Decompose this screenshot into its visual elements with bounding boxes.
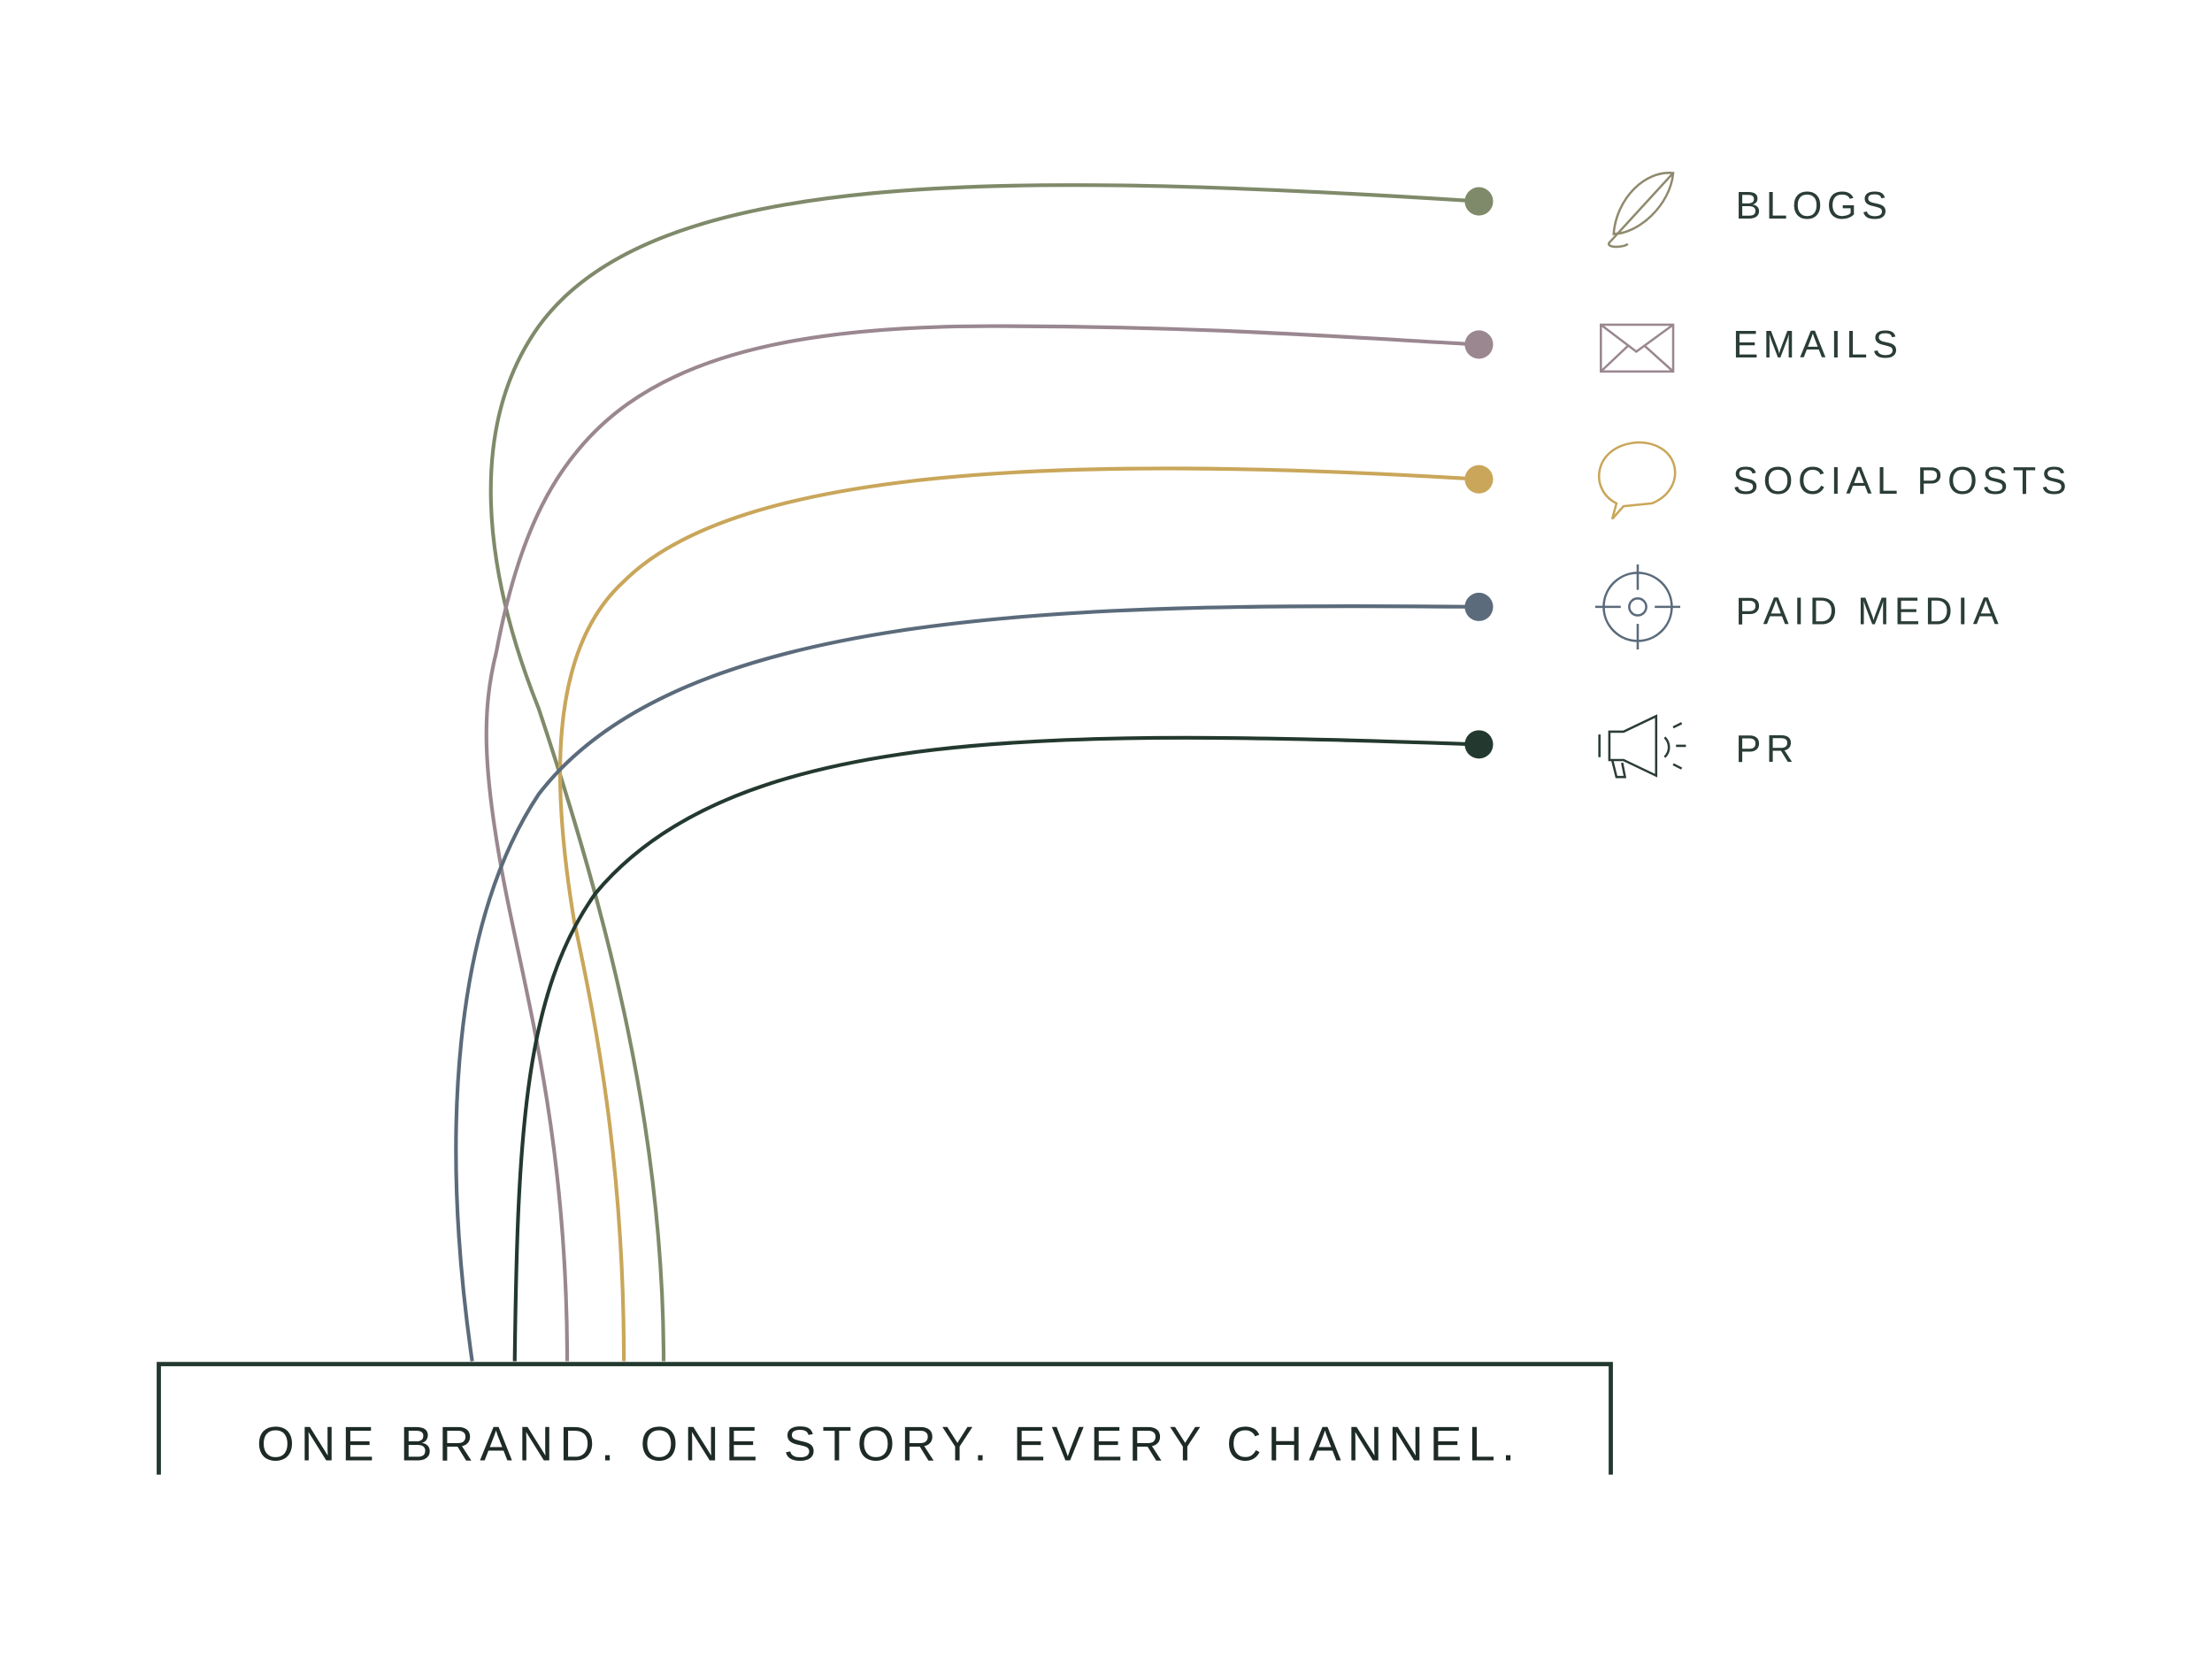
envelope-icon [1600, 323, 1675, 373]
channel-label: PAID MEDIA [1736, 590, 2004, 633]
dot [1464, 465, 1494, 494]
icons [1594, 172, 1686, 779]
megaphone-icon [1598, 714, 1686, 779]
dots [1464, 187, 1494, 759]
dot [1464, 592, 1494, 621]
dot [1464, 330, 1494, 359]
paid-curve [454, 603, 1479, 1362]
channel-label: BLOGS [1736, 185, 1893, 227]
curves [454, 183, 1479, 1362]
social-curve [557, 466, 1479, 1362]
tagline-frame [157, 1362, 1613, 1475]
pr-curve [512, 735, 1479, 1362]
dot [1464, 187, 1494, 216]
emails-curve [484, 324, 1479, 1362]
tagline: ONE BRAND. ONE STORY. EVERY CHANNEL. [257, 1417, 1521, 1471]
speech-icon [1597, 441, 1677, 520]
target-icon [1594, 564, 1681, 649]
channel-label: SOCIAL POSTS [1732, 460, 2071, 503]
channel-label: EMAILS [1732, 324, 1902, 366]
labels: BLOGS EMAILS SOCIAL POSTS PAID MEDIA PR [1732, 185, 2071, 771]
dot [1464, 730, 1494, 759]
channel-label: PR [1736, 728, 1799, 771]
blogs-curve [488, 183, 1479, 1362]
feather-icon [1608, 172, 1675, 249]
